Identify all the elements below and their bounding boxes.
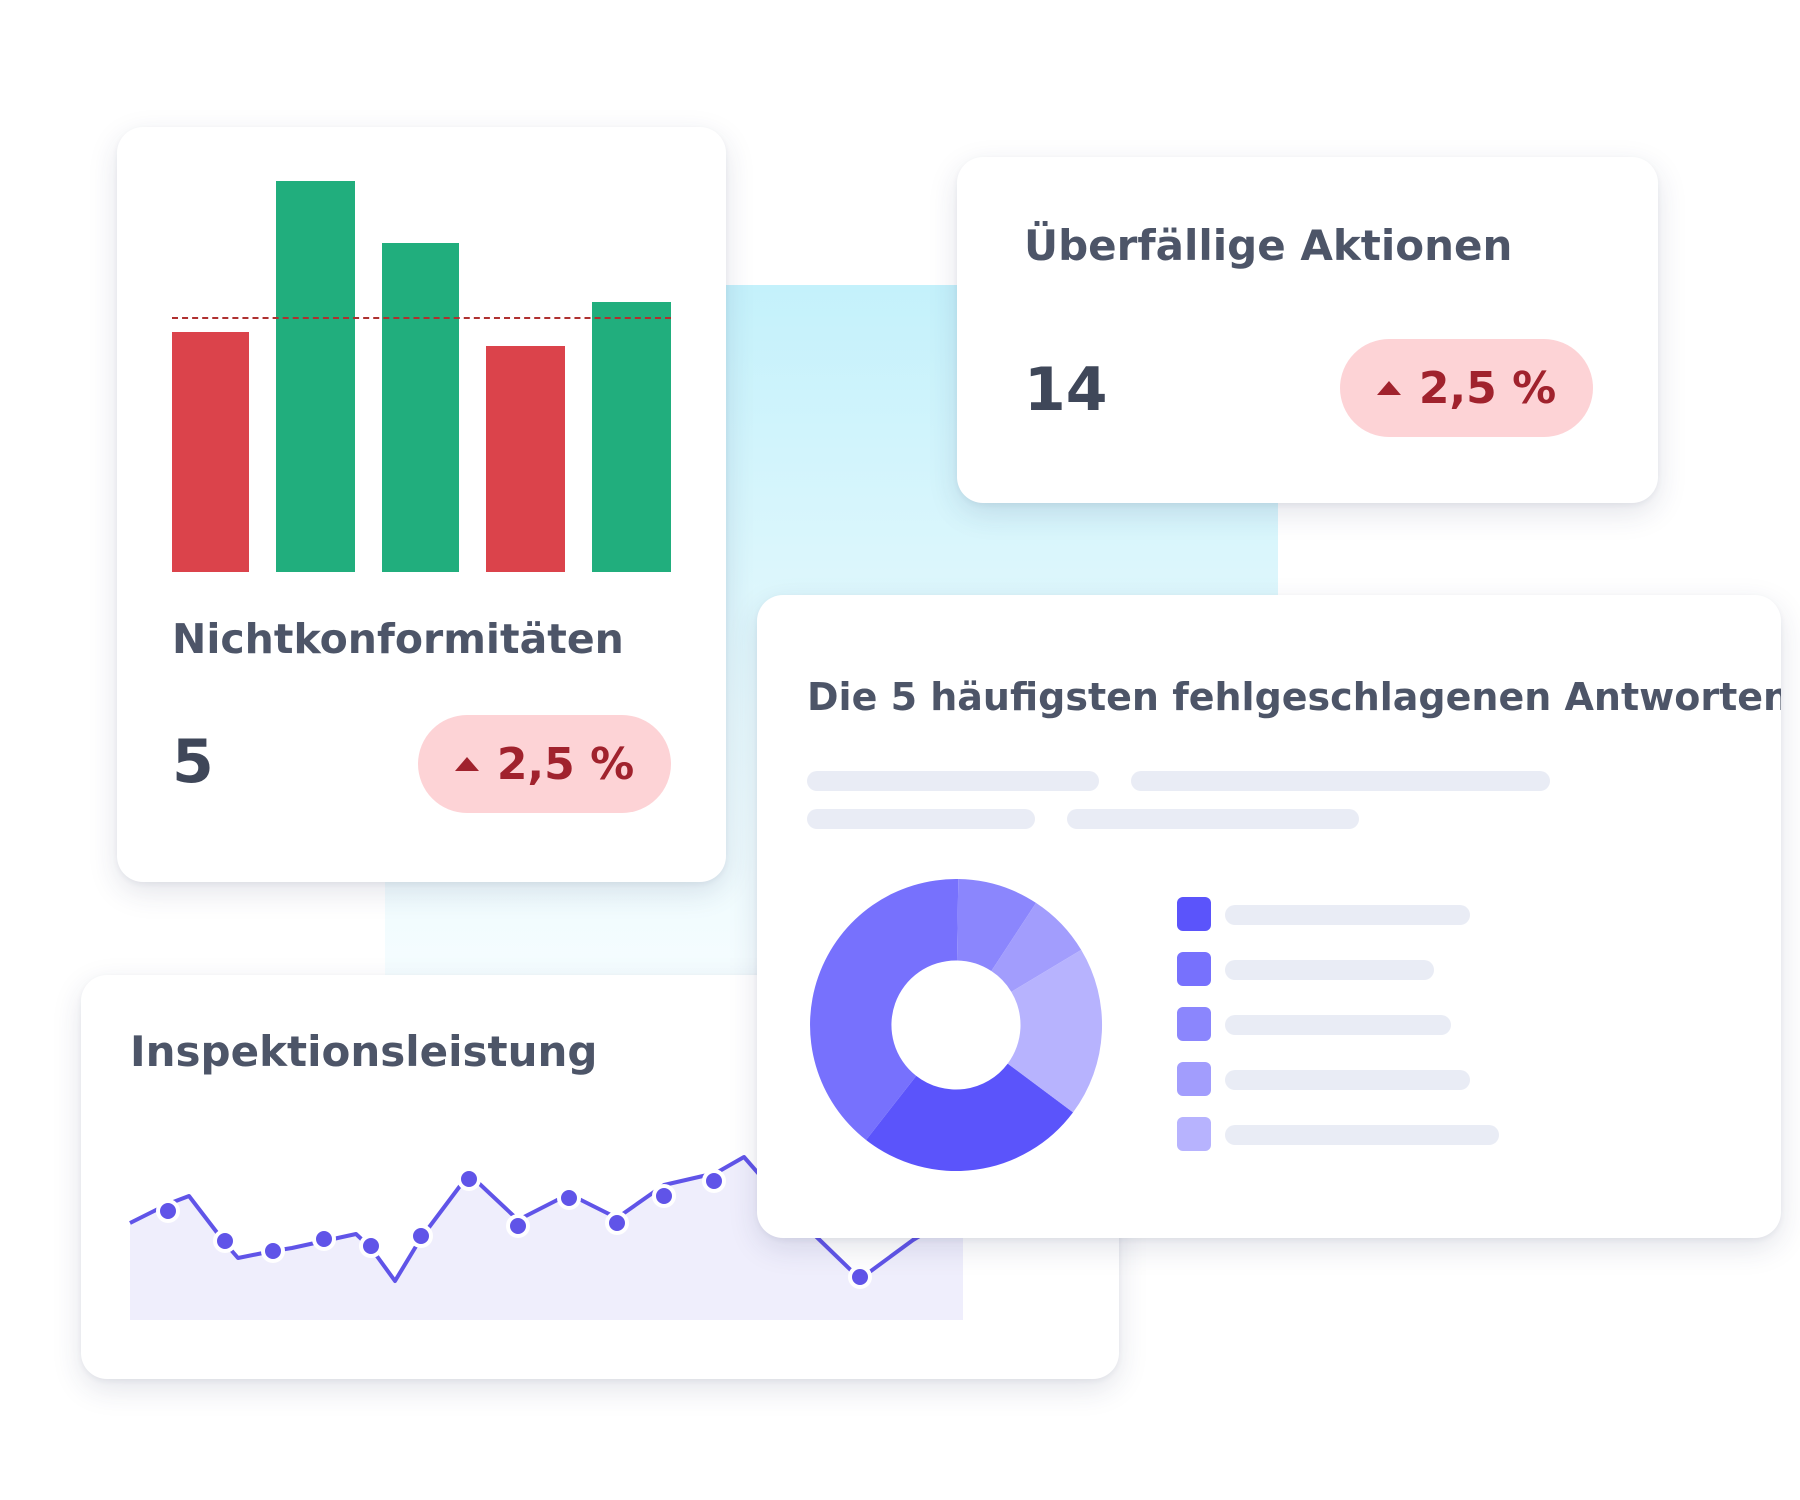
inspection-point: [312, 1227, 336, 1251]
top-failed-answers-title: Die 5 häufigsten fehlgeschlagenen Antwor…: [807, 675, 1781, 719]
inspection-point: [848, 1265, 872, 1289]
arrow-up-icon: [1376, 381, 1401, 395]
overdue-actions-value: 14: [1024, 355, 1108, 425]
threshold-line: [172, 317, 671, 319]
top-failed-answers-card[interactable]: Die 5 häufigsten fehlgeschlagenen Antwor…: [757, 595, 1781, 1238]
legend-swatch-3: [1177, 1007, 1211, 1041]
inspection-point: [409, 1224, 433, 1248]
legend-swatch-5: [1177, 1117, 1211, 1151]
bar-4: [486, 346, 565, 572]
overdue-actions-title: Überfällige Aktionen: [1024, 221, 1513, 270]
bar-1: [172, 332, 249, 572]
donut-chart: [810, 879, 1103, 1172]
overdue-actions-card[interactable]: Überfällige Aktionen 14 2,5 %: [957, 157, 1658, 503]
placeholder-line: [807, 771, 1099, 791]
nonconformities-title: Nichtkonformitäten: [172, 615, 624, 663]
inspection-area: [130, 1157, 963, 1320]
donut-slice-5: [1007, 949, 1103, 1113]
donut-slice-1: [866, 1063, 1074, 1172]
legend-placeholder: [1225, 1070, 1470, 1090]
placeholder-line: [1067, 809, 1359, 829]
legend-placeholder: [1225, 1015, 1451, 1035]
nonconformities-card[interactable]: Nichtkonformitäten 5 2,5 %: [117, 127, 726, 882]
inspection-point: [359, 1234, 383, 1258]
inspection-point: [457, 1167, 481, 1191]
arrow-up-icon: [454, 757, 479, 771]
overdue-actions-change-badge: 2,5 %: [1340, 339, 1593, 437]
nonconformities-value: 5: [172, 727, 214, 797]
inspection-point: [652, 1184, 676, 1208]
inspection-point: [605, 1211, 629, 1235]
inspection-performance-title: Inspektionsleistung: [130, 1027, 598, 1076]
legend-swatch-1: [1177, 897, 1211, 931]
inspection-point: [702, 1169, 726, 1193]
bar-2: [276, 181, 355, 572]
nonconformities-change-value: 2,5 %: [496, 738, 635, 790]
donut-slice-2: [810, 879, 959, 1140]
legend-swatch-2: [1177, 952, 1211, 986]
legend-placeholder: [1225, 1125, 1499, 1145]
bar-5: [592, 302, 671, 572]
donut-slice-3: [957, 879, 1036, 972]
inspection-point: [261, 1239, 285, 1263]
inspection-point: [557, 1186, 581, 1210]
inspection-point: [213, 1229, 237, 1253]
nonconformities-change-badge: 2,5 %: [418, 715, 671, 813]
placeholder-line: [807, 809, 1035, 829]
legend-swatch-4: [1177, 1062, 1211, 1096]
bar-3: [382, 243, 459, 572]
inspection-point: [506, 1214, 530, 1238]
placeholder-line: [1131, 771, 1550, 791]
donut-slice-4: [991, 902, 1082, 992]
inspection-point: [156, 1199, 180, 1223]
legend-placeholder: [1225, 905, 1470, 925]
legend-placeholder: [1225, 960, 1434, 980]
overdue-actions-change-value: 2,5 %: [1418, 362, 1557, 414]
